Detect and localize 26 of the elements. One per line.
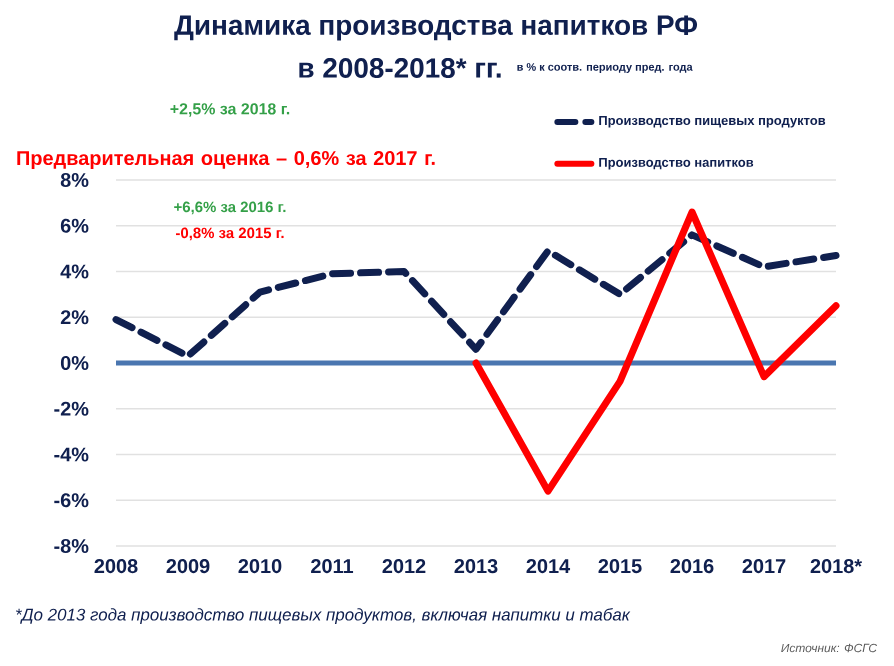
- x-tick-label: 2011: [311, 559, 354, 574]
- x-tick-label: 2018*: [810, 559, 863, 574]
- y-tick-label: 6%: [60, 218, 89, 233]
- x-tick-label: 2014: [526, 559, 571, 574]
- line-series: [112, 231, 840, 360]
- x-tick-label: 2009: [166, 559, 210, 574]
- text: *До 2013 года производство пищевых продуктов, включая напитки и табак: [16, 608, 631, 624]
- y-tick-label: -4%: [54, 447, 89, 462]
- y-tick-label: 4%: [60, 264, 89, 279]
- x-tick-label: 2015: [598, 559, 642, 574]
- y-tick-label: 2%: [60, 310, 89, 325]
- x-tick-label: 2017: [742, 559, 786, 574]
- x-tick-label: 2012: [382, 559, 426, 574]
- x-tick-label: 2008: [94, 559, 138, 574]
- y-tick-label: -8%: [54, 538, 89, 554]
- y-tick-label: 8%: [60, 172, 89, 188]
- y-tick-label: -6%: [54, 493, 89, 508]
- x-tick-label: 2016: [670, 559, 714, 574]
- x-tick-label: 2010: [238, 559, 282, 574]
- chart-title: Динамика производства напитков РФ: [174, 15, 698, 41]
- chart-subtitle: в 2008-2018* гг.: [299, 58, 501, 78]
- y-tick-label: 0%: [60, 355, 89, 371]
- line-series: [472, 208, 840, 495]
- text: Предварительная оценка – 0,6% за 2017 г.: [17, 150, 435, 170]
- x-tick-label: 2013: [454, 559, 498, 574]
- y-tick-label: -2%: [54, 401, 89, 416]
